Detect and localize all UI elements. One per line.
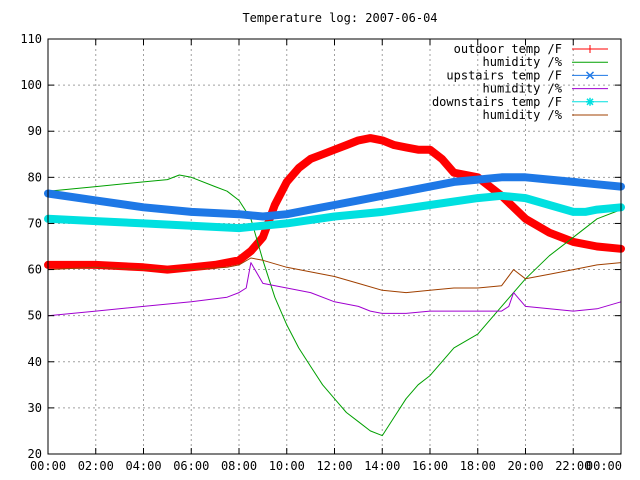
x-tick-label: 02:00 <box>78 459 114 473</box>
y-tick-label: 30 <box>28 401 42 415</box>
x-tick-label: 16:00 <box>412 459 448 473</box>
series-1 <box>47 174 622 437</box>
y-tick-label: 110 <box>20 32 42 46</box>
y-tick-label: 40 <box>28 355 42 369</box>
series-line <box>47 257 622 294</box>
legend-label: humidity /% <box>483 82 563 96</box>
series-layer <box>44 134 625 437</box>
x-marker-icon <box>585 71 595 80</box>
x-tick-label: 12:00 <box>316 459 352 473</box>
x-tick-label: 00:00 <box>586 459 622 473</box>
series-2 <box>44 173 625 221</box>
legend-label: outdoor temp /F <box>454 42 562 56</box>
series-line <box>44 173 625 221</box>
x-tick-label: 18:00 <box>460 459 496 473</box>
x-tick-label: 06:00 <box>173 459 209 473</box>
series-line <box>44 191 625 233</box>
x-tick-label: 14:00 <box>364 459 400 473</box>
star-marker-icon <box>586 98 594 106</box>
series-5 <box>47 257 622 294</box>
x-tick-label: 22:00 <box>555 459 591 473</box>
series-4 <box>44 191 625 233</box>
legend-label: downstairs temp /F <box>432 95 562 109</box>
y-tick-label: 50 <box>28 309 42 323</box>
y-tick-label: 80 <box>28 170 42 184</box>
y-tick-label: 70 <box>28 216 42 230</box>
x-tick-label: 04:00 <box>125 459 161 473</box>
series-line <box>47 262 622 317</box>
y-tick-label: 60 <box>28 263 42 277</box>
x-tick-label: 20:00 <box>507 459 543 473</box>
x-tick-label: 08:00 <box>221 459 257 473</box>
y-tick-label: 20 <box>28 447 42 461</box>
chart-title: Temperature log: 2007-06-04 <box>242 11 437 25</box>
y-tick-label: 100 <box>20 78 42 92</box>
legend-label: humidity /% <box>483 108 563 122</box>
series-3 <box>47 262 622 317</box>
tick-layer: 20 30 40 50 60 70 80 90 100 110 00:00 02:00 04:00 06:… <box>20 32 622 473</box>
legend-label: upstairs temp /F <box>446 68 562 82</box>
legend-label: humidity /% <box>483 55 563 69</box>
x-tick-label: 00:00 <box>30 459 66 473</box>
x-tick-label: 10:00 <box>269 459 305 473</box>
y-tick-label: 90 <box>28 124 42 138</box>
series-line <box>47 174 622 437</box>
